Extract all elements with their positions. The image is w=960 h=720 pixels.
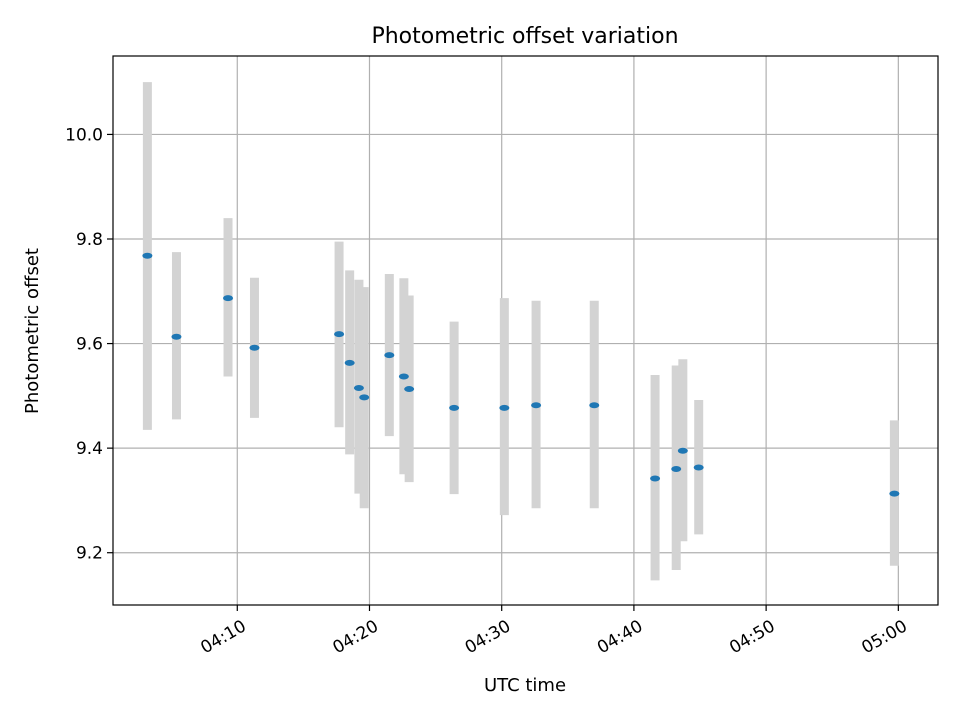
y-tick-label: 9.8 xyxy=(76,230,103,250)
x-tick-label: 04:20 xyxy=(330,616,382,658)
data-point xyxy=(398,373,409,380)
data-point xyxy=(353,385,364,392)
data-point xyxy=(404,386,415,393)
data-point xyxy=(671,466,682,473)
data-point xyxy=(142,252,153,259)
data-point xyxy=(499,404,510,411)
x-axis-label: UTC time xyxy=(484,675,566,696)
data-point xyxy=(359,394,370,401)
data-point xyxy=(344,359,355,366)
data-point xyxy=(531,402,542,409)
x-tick-label: 04:40 xyxy=(594,616,646,658)
y-axis: 9.2 9.4 9.6 9.8 10.0 xyxy=(65,125,113,564)
grid xyxy=(113,56,938,605)
chart-title: Photometric offset variation xyxy=(371,24,678,49)
y-axis-label: Photometric offset xyxy=(22,248,43,414)
x-tick-label: 04:30 xyxy=(462,616,514,658)
data-point xyxy=(384,352,395,359)
data-point xyxy=(223,295,234,302)
data-point xyxy=(171,333,182,340)
data-point xyxy=(650,475,661,482)
y-tick-label: 9.4 xyxy=(76,439,103,459)
x-tick-label: 05:00 xyxy=(858,616,910,658)
x-tick-label: 04:50 xyxy=(726,616,778,658)
plot-frame xyxy=(112,55,939,606)
data-point xyxy=(889,490,900,497)
x-axis: 04:10 04:20 04:30 04:40 04:50 05:00 xyxy=(197,605,911,658)
y-tick-label: 10.0 xyxy=(65,125,103,145)
y-tick-label: 9.2 xyxy=(76,544,103,564)
data-points xyxy=(142,252,900,497)
data-point xyxy=(693,464,704,471)
data-point xyxy=(589,402,600,409)
data-point xyxy=(677,447,688,454)
x-tick-label: 04:10 xyxy=(197,616,249,658)
y-tick-label: 9.6 xyxy=(76,335,103,355)
data-point xyxy=(334,331,345,338)
error-bars xyxy=(142,82,899,581)
data-point xyxy=(249,344,260,351)
data-point xyxy=(449,404,460,411)
